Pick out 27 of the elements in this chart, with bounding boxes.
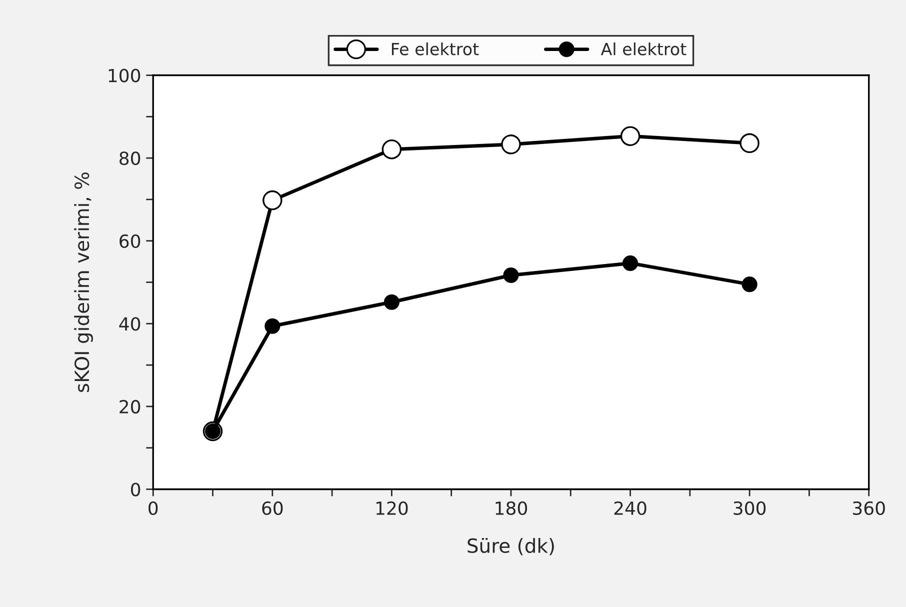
y-tick-label: 100 — [108, 68, 140, 82]
x-tick-label: 0 — [148, 501, 158, 516]
point — [262, 190, 282, 210]
x-tick-label: 120 — [376, 501, 408, 516]
x-axis-title: Süre (dk) — [468, 538, 554, 556]
point — [742, 276, 758, 292]
point — [503, 267, 519, 283]
y-tick-label: 20 — [120, 400, 140, 414]
y-tick-label: 40 — [119, 317, 140, 331]
point — [620, 126, 640, 146]
y-tick-label: 0 — [131, 482, 140, 496]
point — [384, 294, 400, 310]
point — [501, 134, 521, 154]
y-tick-label: 60 — [120, 234, 140, 248]
y-axis-title: sKOI giderim verimi, % — [74, 172, 93, 392]
x-tick-label: 300 — [734, 501, 766, 516]
x-tick-label: 180 — [496, 501, 528, 516]
legend-label: Fe elektrot — [392, 42, 479, 56]
point — [264, 318, 280, 334]
x-tick-label: 240 — [614, 501, 646, 516]
x-tick-label: 360 — [853, 501, 885, 516]
legend-label: Al elektrot — [600, 42, 686, 56]
point — [740, 133, 760, 154]
y-tick-label: 80 — [120, 152, 140, 166]
x-tick-label: 60 — [262, 501, 283, 516]
point — [622, 255, 638, 271]
point — [382, 140, 402, 160]
